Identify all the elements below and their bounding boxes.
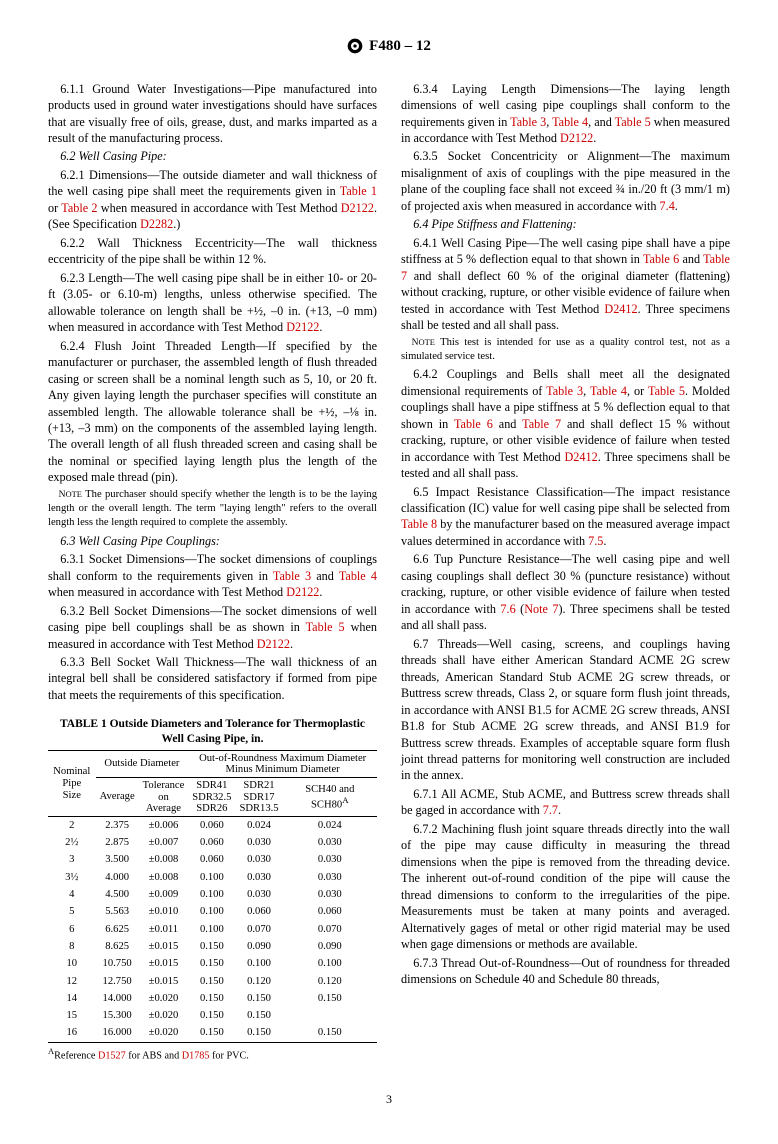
ref-d2122-e: D2122 [560, 131, 593, 145]
th-tol: ToleranceonAverage [139, 778, 189, 817]
ref-table5: Table 5 [306, 620, 345, 634]
th-c3: SCH40 and SCH80A [283, 778, 377, 817]
doc-header: F480 – 12 [48, 36, 730, 59]
para-62: 6.2 Well Casing Pipe: [48, 148, 377, 164]
ref-note7: Note 7 [524, 602, 558, 616]
table-row: 55.563±0.0100.1000.0600.060 [48, 904, 377, 921]
page-number: 3 [48, 1091, 730, 1107]
table-row: 33.500±0.0080.0600.0300.030 [48, 852, 377, 869]
table-1-grid: Nominal Pipe Size Outside Diameter Out-o… [48, 750, 377, 1043]
para-66: 6.6 Tup Puncture Resistance—The well cas… [401, 551, 730, 633]
table-row: 44.500±0.0090.1000.0300.030 [48, 887, 377, 904]
th-c2: SDR21SDR17SDR13.5 [235, 778, 282, 817]
spec-title: F480 – 12 [347, 36, 431, 56]
ref-table2: Table 2 [61, 201, 97, 215]
para-65: 6.5 Impact Resistance Classification—The… [401, 484, 730, 550]
note-4: NOTE The purchaser should specify whethe… [48, 488, 377, 531]
ref-d2122-d: D2122 [257, 637, 290, 651]
para-64: 6.4 Pipe Stiffness and Flattening: [401, 216, 730, 232]
para-673: 6.7.3 Thread Out-of-Roundness—Out of rou… [401, 955, 730, 988]
th-avg: Average [96, 778, 139, 817]
ref-t5b: Table 5 [615, 115, 651, 129]
table-row: 1515.300±0.0200.1500.150 [48, 1008, 377, 1025]
ref-77: 7.7 [543, 803, 558, 817]
para-672: 6.7.2 Machining flush joint square threa… [401, 821, 730, 953]
ref-table1: Table 1 [340, 184, 377, 198]
table-row: 88.625±0.0150.1500.0900.090 [48, 938, 377, 955]
spec-number: F480 – 12 [369, 36, 431, 56]
th-nominal: Nominal Pipe Size [48, 751, 96, 817]
para-633: 6.3.3 Bell Socket Wall Thickness—The wal… [48, 654, 377, 703]
table-1-title: TABLE 1 Outside Diameters and Tolerance … [48, 717, 377, 746]
ref-d2412: D2412 [604, 302, 637, 316]
table-row: 66.625±0.0110.1000.0700.070 [48, 921, 377, 938]
ref-d2122: D2122 [341, 201, 374, 215]
th-od: Outside Diameter [96, 751, 189, 778]
para-634: 6.3.4 Laying Length Dimensions—The layin… [401, 81, 730, 147]
table-row: 1616.000±0.0200.1500.1500.150 [48, 1025, 377, 1043]
ref-table4: Table 4 [339, 569, 377, 583]
para-623: 6.2.3 Length—The well casing pipe shall … [48, 270, 377, 336]
ref-d2122-c: D2122 [286, 585, 319, 599]
ref-t4b: Table 4 [552, 115, 588, 129]
ref-t3b: Table 3 [510, 115, 546, 129]
ref-table3: Table 3 [273, 569, 311, 583]
table-row: 3½4.000±0.0080.1000.0300.030 [48, 869, 377, 886]
ref-d2282: D2282 [140, 217, 173, 231]
para-631: 6.3.1 Socket Dimensions—The socket dimen… [48, 551, 377, 600]
ref-d2122-b: D2122 [286, 320, 319, 334]
table-row: 1010.750±0.0150.1500.1000.100 [48, 956, 377, 973]
para-624: 6.2.4 Flush Joint Threaded Length—If spe… [48, 338, 377, 486]
th-c1: SDR41SDR32.5SDR26 [188, 778, 235, 817]
para-632: 6.3.2 Bell Socket Dimensions—The socket … [48, 603, 377, 652]
th-oor: Out-of-Roundness Maximum DiameterMinus M… [188, 751, 377, 778]
astm-logo-icon [347, 38, 363, 54]
table-row: 22.375±0.0060.0600.0240.024 [48, 817, 377, 835]
para-641: 6.4.1 Well Casing Pipe—The well casing p… [401, 235, 730, 334]
table-row: 1212.750±0.0150.1500.1200.120 [48, 973, 377, 990]
table-row: 1414.000±0.0200.1500.1500.150 [48, 990, 377, 1007]
body-columns: 6.1.1 Ground Water Investigations—Pipe m… [48, 81, 730, 1064]
para-671: 6.7.1 All ACME, Stub ACME, and Buttress … [401, 786, 730, 819]
ref-74: 7.4 [660, 199, 675, 213]
note-5: NOTE This test is intended for use as a … [401, 336, 730, 365]
para-642: 6.4.2 Couplings and Bells shall meet all… [401, 366, 730, 481]
ref-d1527: D1527 [98, 1051, 126, 1062]
table-1: TABLE 1 Outside Diameters and Tolerance … [48, 717, 377, 1063]
ref-75: 7.5 [588, 534, 603, 548]
para-63: 6.3 Well Casing Pipe Couplings: [48, 533, 377, 549]
table-row: 2½2.875±0.0070.0600.0300.030 [48, 835, 377, 852]
para-635: 6.3.5 Socket Concentricity or Alignment—… [401, 148, 730, 214]
ref-d1785: D1785 [182, 1051, 210, 1062]
ref-t8: Table 8 [401, 517, 437, 531]
ref-76: 7.6 [500, 602, 515, 616]
ref-t6: Table 6 [643, 252, 679, 266]
para-67: 6.7 Threads—Well casing, screens, and co… [401, 636, 730, 784]
para-611: 6.1.1 Ground Water Investigations—Pipe m… [48, 81, 377, 147]
para-622: 6.2.2 Wall Thickness Eccentricity—The wa… [48, 235, 377, 268]
table-1-footnote: AReference D1527 for ABS and D1785 for P… [48, 1046, 377, 1063]
para-621: 6.2.1 Dimensions—The outside diameter an… [48, 167, 377, 233]
